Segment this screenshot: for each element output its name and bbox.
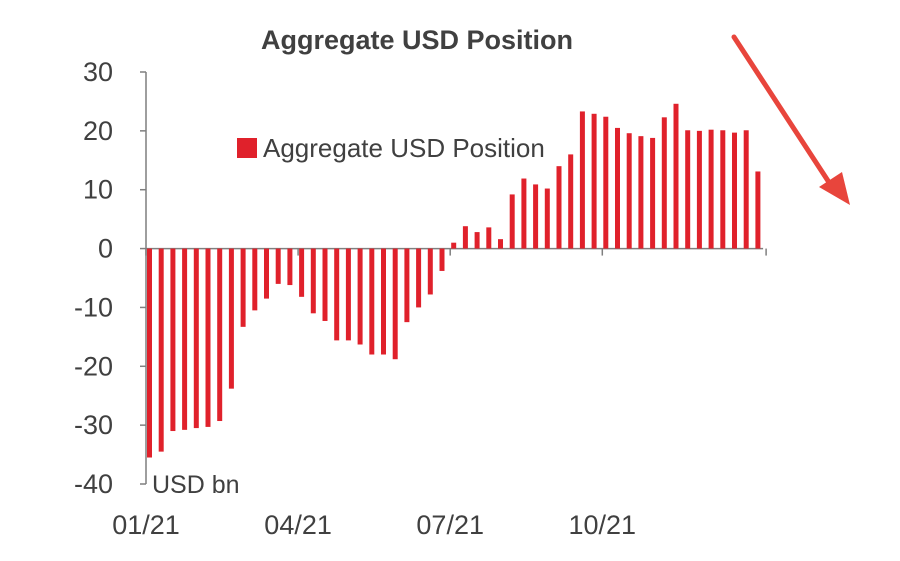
bar bbox=[416, 248, 422, 308]
bar bbox=[743, 130, 749, 249]
y-tick-label: 20 bbox=[83, 116, 113, 146]
bar bbox=[182, 248, 188, 430]
unit-label: USD bn bbox=[152, 471, 240, 499]
bar bbox=[299, 248, 305, 297]
bar bbox=[287, 248, 293, 286]
bar bbox=[427, 248, 433, 295]
bar bbox=[462, 226, 468, 249]
chart-title: Aggregate USD Position bbox=[261, 25, 573, 55]
y-tick-label: 10 bbox=[83, 175, 113, 205]
bar bbox=[638, 136, 644, 249]
bar bbox=[486, 227, 492, 249]
y-tick-label: -20 bbox=[74, 351, 113, 381]
legend-swatch bbox=[237, 138, 257, 158]
bar bbox=[404, 248, 410, 323]
y-tick-labels: 30 20 10 0 -10 -20 -30 -40 bbox=[74, 57, 113, 499]
bar bbox=[357, 248, 363, 345]
bar bbox=[474, 232, 480, 249]
bar bbox=[275, 248, 281, 284]
bar bbox=[685, 130, 691, 249]
y-tick-label: -30 bbox=[74, 410, 113, 440]
y-axis bbox=[140, 71, 147, 485]
bar bbox=[556, 166, 562, 249]
bar bbox=[322, 248, 328, 321]
bar bbox=[696, 130, 702, 249]
bar bbox=[579, 111, 585, 249]
bar bbox=[568, 154, 574, 249]
bar bbox=[392, 248, 398, 360]
y-tick-label: 0 bbox=[98, 234, 113, 264]
bar bbox=[509, 194, 515, 249]
bar bbox=[732, 132, 737, 249]
bar bbox=[264, 248, 269, 299]
bar bbox=[252, 248, 258, 311]
bar bbox=[544, 188, 550, 249]
bar bbox=[158, 248, 164, 452]
y-tick-label: -40 bbox=[74, 469, 113, 499]
bar bbox=[193, 248, 199, 429]
x-tick-labels: 01/21 04/21 07/21 10/21 bbox=[112, 510, 636, 540]
legend: Aggregate USD Position bbox=[237, 133, 545, 163]
bar bbox=[334, 248, 340, 341]
bar bbox=[147, 248, 152, 458]
y-tick-label: -10 bbox=[74, 292, 113, 322]
x-tick-label: 01/21 bbox=[112, 510, 180, 540]
legend-label: Aggregate USD Position bbox=[263, 133, 545, 163]
bar bbox=[755, 171, 761, 249]
bar bbox=[708, 129, 714, 249]
bar bbox=[591, 113, 597, 249]
bar bbox=[170, 248, 176, 432]
bar bbox=[533, 184, 539, 249]
bar bbox=[369, 248, 375, 355]
bar bbox=[603, 116, 609, 249]
bar bbox=[720, 130, 726, 249]
bar bbox=[381, 248, 386, 355]
bar bbox=[650, 137, 656, 249]
bar bbox=[521, 178, 527, 249]
bar bbox=[673, 103, 679, 249]
bar bbox=[615, 127, 620, 249]
x-tick-label: 04/21 bbox=[264, 510, 332, 540]
bar bbox=[310, 248, 316, 314]
bar bbox=[228, 248, 234, 389]
bar bbox=[240, 248, 246, 327]
bar bbox=[345, 248, 351, 341]
x-tick-label: 10/21 bbox=[569, 510, 637, 540]
bar bbox=[626, 133, 632, 249]
x-tick-label: 07/21 bbox=[416, 510, 484, 540]
y-tick-label: 30 bbox=[83, 57, 113, 87]
bar bbox=[661, 117, 667, 249]
bar bbox=[205, 248, 211, 427]
bars bbox=[147, 103, 761, 458]
arrow-head bbox=[819, 172, 850, 205]
bar bbox=[439, 248, 445, 271]
x-axis bbox=[145, 247, 767, 256]
arrow-shaft bbox=[731, 34, 837, 193]
bar bbox=[217, 248, 223, 422]
annotation-arrow bbox=[731, 34, 850, 205]
bar bbox=[498, 239, 503, 249]
bar bbox=[451, 242, 457, 249]
